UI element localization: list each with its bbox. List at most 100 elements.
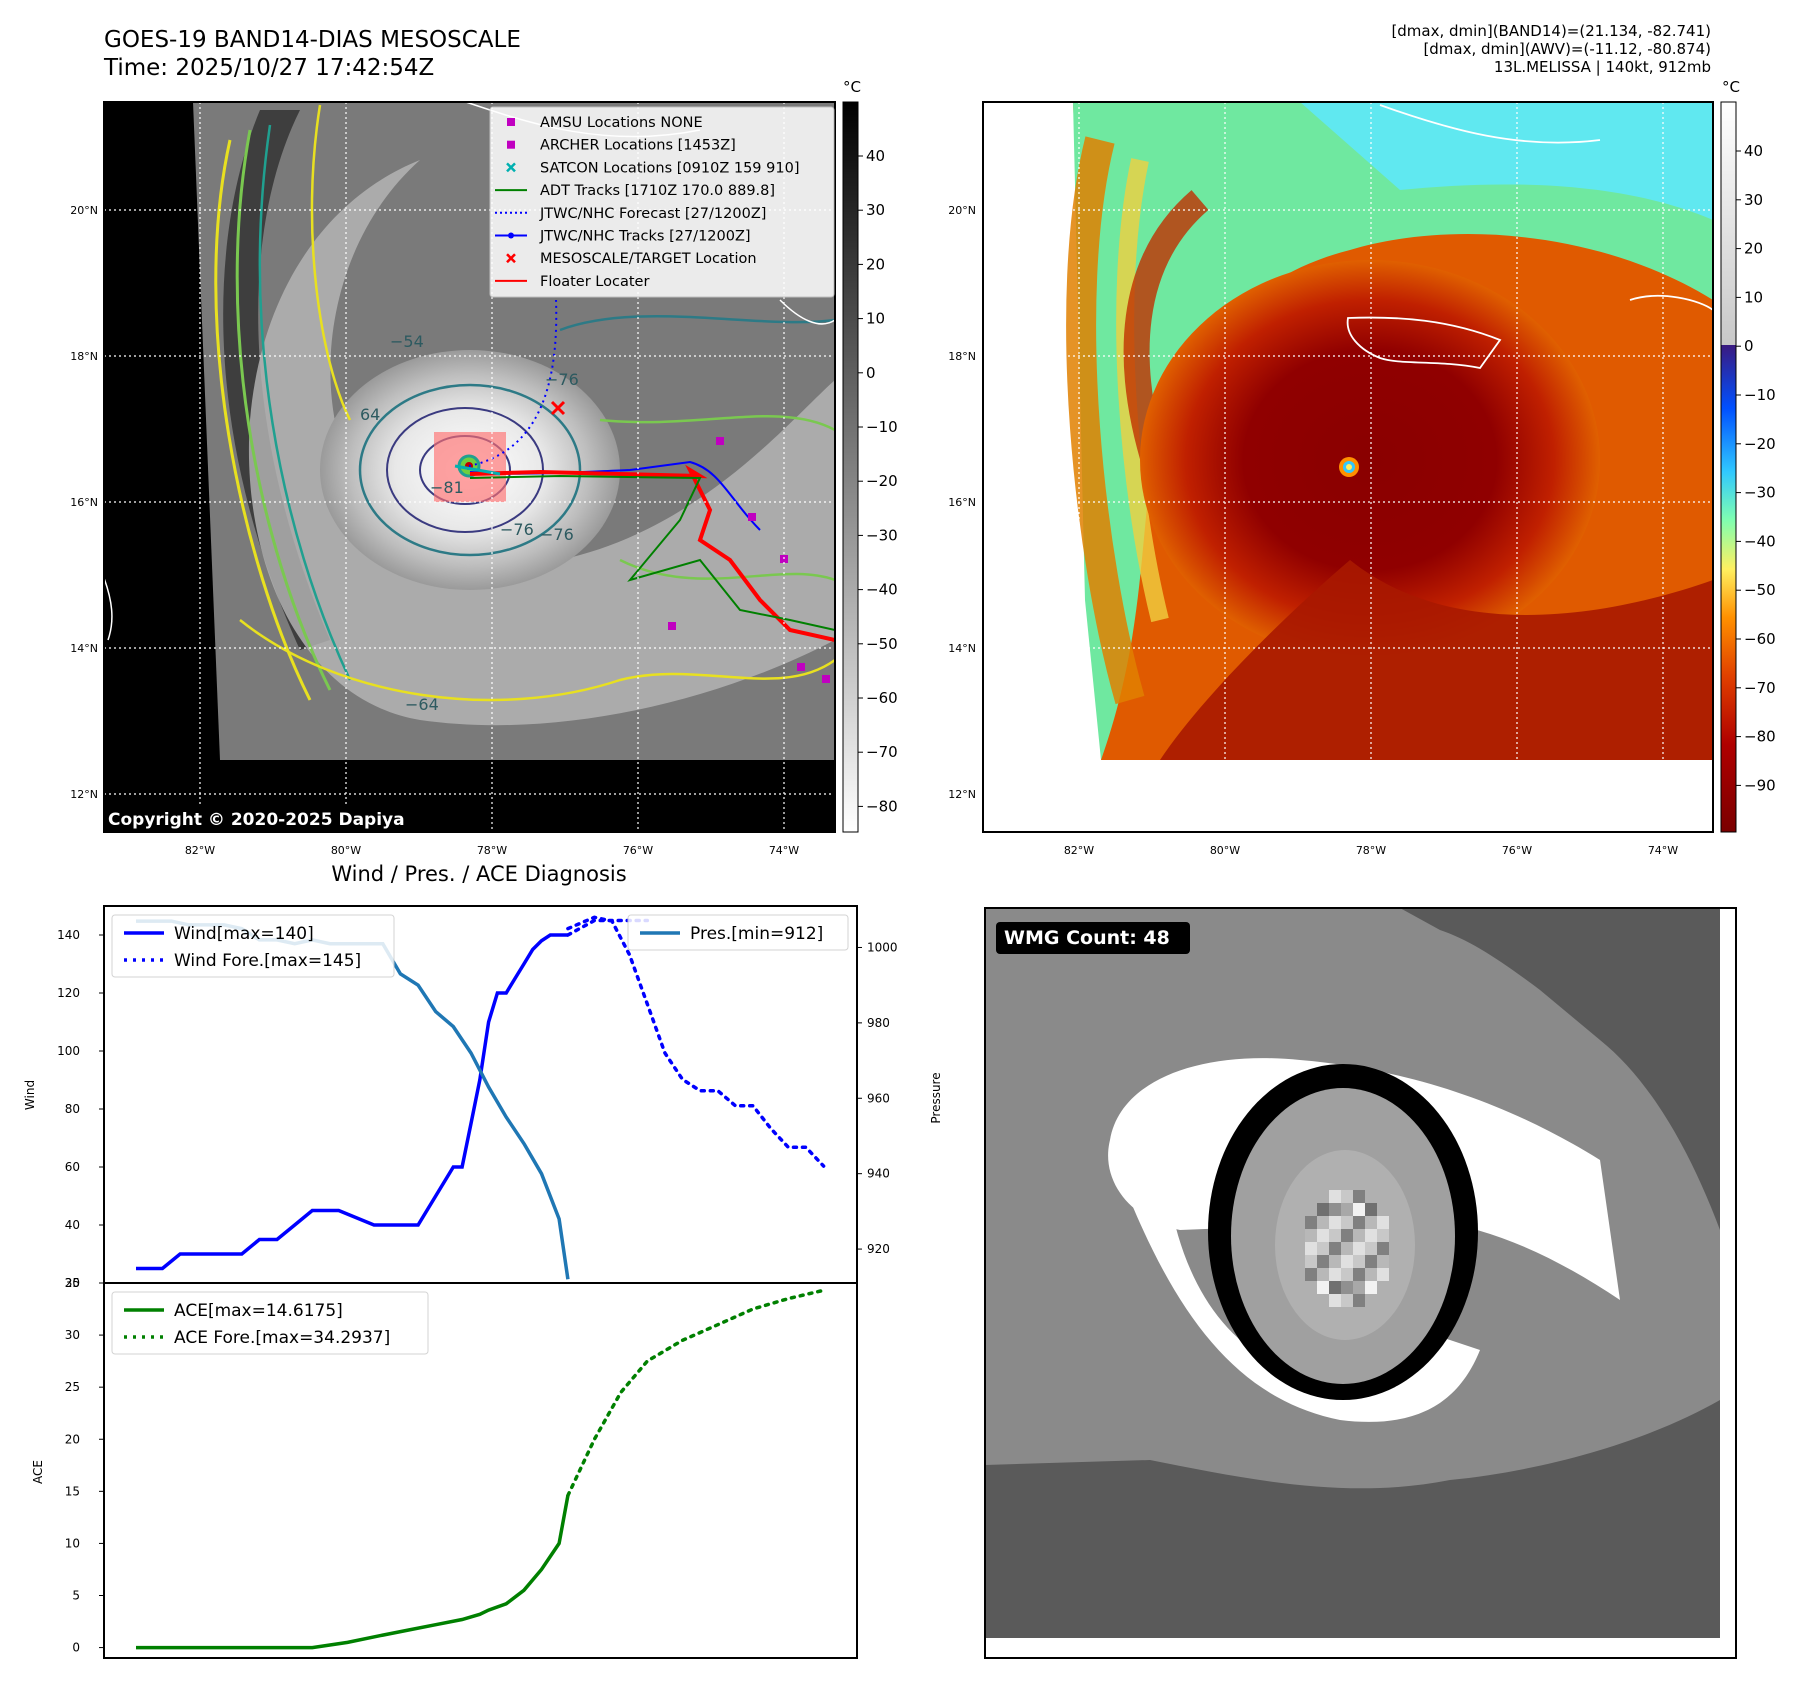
- wind-axis-ticks: 20 40 60 80 100 120 140: [57, 928, 104, 1290]
- awv-colorbar-unit: °C: [1722, 78, 1740, 96]
- jamaica-outline: [1346, 316, 1502, 369]
- wmg-eye-pixel: [1317, 1268, 1329, 1281]
- ir-cb-tick-label: 0: [866, 364, 876, 382]
- pressure-tick-label: 920: [867, 1242, 890, 1256]
- ir-contour-yellow-2: [310, 104, 352, 421]
- awv-frame: [982, 101, 1714, 833]
- diagnosis-title: Wind / Pres. / ACE Diagnosis: [331, 862, 627, 886]
- diag-legend: Wind[max=140] Wind Fore.[max=145]: [111, 914, 395, 978]
- awv-lon-label: 78°W: [1356, 844, 1386, 857]
- target-location-marker: [550, 400, 566, 416]
- coastline-awv: [1379, 104, 1713, 311]
- awv-cb-tick-label: −60: [1744, 630, 1776, 648]
- diag-legend-label: ACE[max=14.6175]: [174, 1301, 343, 1321]
- awv-cb-tick-label: 10: [1744, 288, 1763, 306]
- wmg-label-background: [996, 922, 1190, 954]
- wmg-eye-pixel: [1377, 1229, 1389, 1242]
- wmg-eye-pixel: [1365, 1255, 1377, 1268]
- legend-box: [489, 106, 835, 298]
- ir-colorbar-ticks: 40 30 20 10 0 −10 −20 −30 −40 −50 −60 −70 −80: [858, 147, 898, 815]
- wmg-eye-pixel: [1305, 1255, 1317, 1268]
- ace-series: [136, 1288, 826, 1650]
- wmg-eye-pixel: [1329, 1281, 1341, 1294]
- awv-cb-tick-label: 30: [1744, 191, 1763, 209]
- awv-lon-label: 82°W: [1064, 844, 1094, 857]
- diagnosis-legends: Wind[max=140] Wind Fore.[max=145] Pres.[mi…: [111, 914, 849, 1355]
- dmax-band14: [dmax, dmin](BAND14)=(21.134, -82.741): [1391, 22, 1711, 40]
- awv-southern-outflow: [1160, 560, 1713, 760]
- wmg-eye-pixel: [1341, 1255, 1353, 1268]
- ir-lon-label: 76°W: [623, 844, 653, 857]
- wmg-eye-pixel: [1353, 1268, 1365, 1281]
- wind-tick-label: 40: [65, 1218, 80, 1232]
- diag-legend-box: [111, 914, 395, 978]
- ir-lat-label: 20°N: [70, 204, 98, 217]
- awv-cb-tick-label: 40: [1744, 142, 1763, 160]
- wind-tick-label: 120: [57, 986, 80, 1000]
- pressure-tick-label: 1000: [867, 940, 898, 954]
- awv-moist-region: [1073, 102, 1713, 760]
- wmg-eye-pixel: [1353, 1242, 1365, 1255]
- legend-x-icon: [506, 162, 516, 173]
- ir-cb-tick-label: 30: [866, 201, 885, 219]
- awv-cb-tick-label: −80: [1744, 728, 1776, 746]
- ace-tick-label: 15: [65, 1484, 80, 1498]
- legend-item: JTWC/NHC Tracks [27/1200Z]: [495, 229, 751, 245]
- ir-cb-tick-label: −50: [866, 635, 898, 653]
- ir-lat-label: 12°N: [70, 788, 98, 801]
- wmg-eye-pixel: [1353, 1255, 1365, 1268]
- wmg-eye-pixel: [1329, 1268, 1341, 1281]
- wmg-eye-pixel: [1341, 1281, 1353, 1294]
- awv-gridlines: 20°N 18°N 16°N 14°N 12°N 82°W 80°W 78°W 76°W 74°W: [948, 102, 1713, 857]
- awv-lon-label: 76°W: [1502, 844, 1532, 857]
- ace-axis-ticks: 0 5 10 15 20 25 30 35: [65, 1276, 104, 1655]
- wmg-eye-pixel: [1365, 1242, 1377, 1255]
- pressure-axis-ticks: 920 940 960 980 1000: [857, 940, 898, 1256]
- ir-cb-tick-label: −70: [866, 743, 898, 761]
- awv-cb-tick-label: −50: [1744, 581, 1776, 599]
- ace-axis-label: ACE: [31, 1460, 45, 1484]
- ir-cb-tick-label: 10: [866, 310, 885, 328]
- pressure-line: [566, 915, 826, 1168]
- wmg-eye-pixel: [1317, 1229, 1329, 1242]
- ir-contour-yellow-3: [239, 619, 835, 702]
- diag-legend: ACE[max=14.6175] ACE Fore.[max=34.2937]: [111, 1291, 429, 1355]
- legend-square-icon: [507, 118, 515, 126]
- awv-colorbar-ticks: 40 30 20 10 0 −10 −20 −30 −40 −50 −60 −70 −80 −90: [1736, 142, 1776, 794]
- wind-tick-label: 100: [57, 1044, 80, 1058]
- wmg-dark-ne: [1400, 908, 1720, 1230]
- wmg-eye-pixel: [1365, 1229, 1377, 1242]
- legend-item: SATCON Locations [0910Z 159 910]: [506, 160, 799, 176]
- wmg-eye-pixel: [1329, 1255, 1341, 1268]
- legend-label: AMSU Locations NONE: [540, 115, 703, 131]
- awv-cb-tick-label: −30: [1744, 484, 1776, 502]
- awv-colorbar-lower: [1721, 345, 1736, 832]
- figure-title: GOES-19 BAND14-DIAS MESOSCALE Time: 2025…: [104, 26, 521, 82]
- ir-contour-64: [358, 383, 582, 557]
- awv-cb-tick-label: −20: [1744, 435, 1776, 453]
- wmg-eye-pixel: [1341, 1242, 1353, 1255]
- wmg-eye-pixel: [1377, 1268, 1389, 1281]
- ir-legend: AMSU Locations NONE ARCHER Locations [145…: [489, 106, 835, 298]
- wind-tick-label: 80: [65, 1102, 80, 1116]
- awv-outer-band: [1066, 136, 1145, 705]
- wmg-count-label: WMG Count: 48: [1004, 927, 1170, 949]
- wmg-eye-pixel: [1341, 1294, 1353, 1307]
- ir-panel: −54 −76 −76 −81 −76 64 −64 20°N 18°N 16°N 14°N 12°…: [70, 78, 897, 857]
- wmg-frame: [984, 907, 1737, 1659]
- floater-track: [469, 464, 835, 642]
- pressure-tick-label: 980: [867, 1016, 890, 1030]
- ir-lon-label: 78°W: [477, 844, 507, 857]
- pressure-tick-label: 960: [867, 1091, 890, 1105]
- legend-label: ARCHER Locations [1453Z]: [540, 138, 736, 154]
- awv-lat-label: 16°N: [948, 496, 976, 509]
- diag-legend-label: ACE Fore.[max=34.2937]: [174, 1328, 390, 1348]
- awv-no-data: [1101, 760, 1713, 832]
- awv-lat-label: 18°N: [948, 350, 976, 363]
- ir-contour-yellow: [214, 139, 312, 701]
- wmg-eye-pixel: [1305, 1268, 1317, 1281]
- legend-item: MESOSCALE/TARGET Location: [506, 251, 757, 267]
- wmg-eye-pixels: [1305, 1190, 1389, 1307]
- wmg-eye-pixel: [1305, 1216, 1317, 1229]
- wmg-eye-pixel: [1317, 1203, 1329, 1216]
